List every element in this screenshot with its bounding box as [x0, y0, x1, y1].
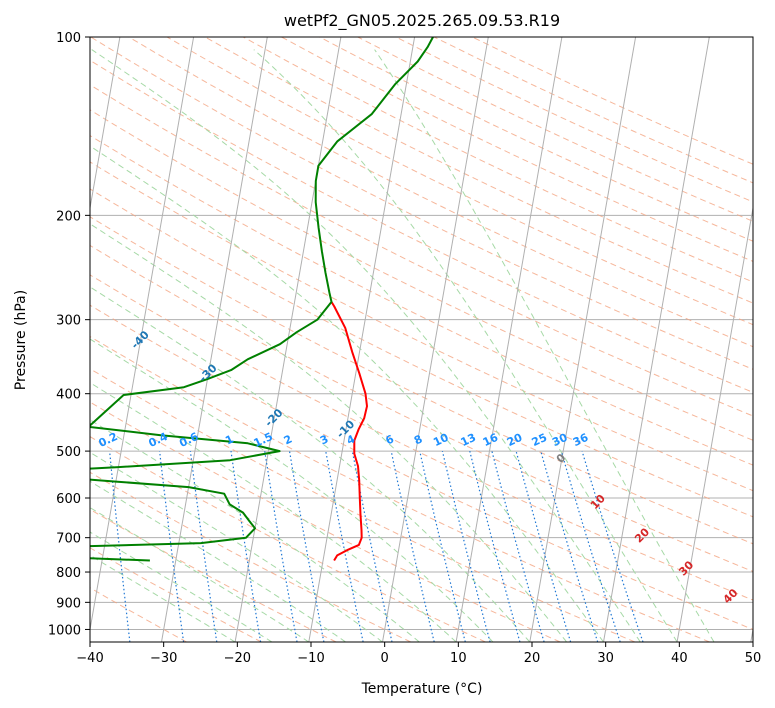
isotherm-line — [90, 37, 195, 633]
y-tick-label: 700 — [56, 532, 81, 547]
mixing-ratio-label: 10 — [431, 431, 451, 449]
x-tick-label: −10 — [297, 651, 324, 666]
x-axis-label: Temperature (°C) — [361, 681, 483, 697]
mixing-ratio-label: 30 — [550, 431, 570, 449]
moist-adiabat-line — [90, 419, 420, 642]
isotherm-line — [750, 626, 753, 642]
x-tick-label: 20 — [524, 651, 541, 666]
moist-adiabat-line — [90, 223, 567, 642]
mixing-ratio-line — [469, 450, 521, 642]
y-tick-label: 1000 — [48, 623, 81, 638]
moist-adiabat-line — [253, 49, 678, 642]
dry-adiabat-line — [90, 134, 753, 466]
mixing-ratio-label: 20 — [505, 431, 525, 449]
dry-adiabat-line — [90, 59, 753, 393]
moist-adiabat-line — [91, 49, 641, 642]
dry-adiabat-line — [90, 401, 561, 642]
y-tick-label: 200 — [56, 209, 81, 224]
x-tick-label: −40 — [76, 651, 103, 666]
mixing-ratio-label: 36 — [571, 431, 591, 449]
isotherm-line — [90, 37, 121, 211]
temperature-profile — [330, 301, 368, 562]
dry-adiabat-line — [204, 37, 753, 304]
mixing-ratio-line — [560, 450, 621, 642]
mixing-ratio-line — [325, 450, 364, 642]
dry-adiabat-line — [90, 508, 337, 642]
y-tick-label: 100 — [56, 31, 81, 46]
dry-adiabat-line — [166, 37, 753, 326]
y-tick-label: 400 — [56, 388, 81, 403]
mixing-ratio-line — [189, 451, 218, 642]
x-tick-label: 40 — [671, 651, 688, 666]
chart-title: wetPf2_GN05.2025.265.09.53.R19 — [284, 11, 560, 31]
dry-adiabat-line — [90, 304, 753, 630]
y-tick-label: 600 — [56, 492, 81, 507]
x-tick-label: 0 — [381, 651, 389, 666]
y-axis-label: Pressure (hPa) — [13, 290, 29, 390]
series-lines — [90, 37, 434, 562]
mixing-ratio-lines — [109, 450, 644, 642]
y-tick-label: 800 — [56, 566, 81, 581]
mixing-ratio-line — [109, 451, 131, 642]
mixing-ratio-line — [419, 450, 466, 642]
x-tick-label: 50 — [745, 651, 762, 666]
y-axis: 100 200 300 400 500 600 700 800 900 1000 — [48, 31, 90, 638]
mixing-ratio-line — [540, 450, 599, 642]
isotherm-label: -60 — [0, 233, 21, 256]
x-tick-label: 30 — [597, 651, 614, 666]
mixing-ratio-label: 16 — [481, 431, 501, 449]
mixing-ratio-line — [159, 451, 185, 642]
isotherm-line — [676, 205, 753, 642]
dewpoint-profile — [90, 37, 434, 562]
y-tick-label: 900 — [56, 596, 81, 611]
x-tick-label: −30 — [150, 651, 177, 666]
dry-adiabat-line — [90, 37, 753, 370]
isotherm-line — [161, 37, 268, 642]
dry-adiabat-line — [90, 161, 753, 492]
plot-frame — [89, 36, 754, 643]
plot-background — [90, 37, 753, 642]
y-tick-label: 500 — [56, 445, 81, 460]
dry-adiabat-line — [90, 216, 753, 545]
mixing-ratio-label: 25 — [530, 431, 549, 449]
moist-adiabat-line — [90, 382, 457, 642]
dry-adiabat-line — [90, 188, 753, 518]
mixing-ratio-line — [581, 450, 644, 642]
mixing-ratio-line — [441, 450, 491, 642]
isotherm-line — [603, 37, 710, 642]
moist-adiabat-line — [90, 451, 383, 642]
moist-adiabat-line — [90, 506, 310, 642]
isotherm-line — [308, 37, 416, 642]
moist-adiabat-line — [90, 145, 604, 642]
mixing-ratio-line — [351, 450, 393, 642]
mixing-ratio-line — [515, 450, 572, 642]
y-tick-label: 300 — [56, 314, 81, 329]
isotherm-line — [455, 37, 563, 642]
isotherm-label: -50 — [63, 280, 86, 303]
isotherm-line — [529, 37, 637, 642]
isotherm-line — [382, 37, 489, 642]
x-axis: −40 −30 −20 −10 0 10 20 30 40 50 — [76, 642, 761, 666]
x-tick-label: 10 — [450, 651, 467, 666]
isotherms — [90, 37, 753, 642]
mixing-ratio-line — [390, 450, 435, 642]
mixing-ratio-line — [491, 450, 545, 642]
mixing-ratio-line — [230, 451, 262, 642]
dry-adiabat-line — [90, 368, 636, 642]
mixing-ratio-label: 13 — [459, 431, 478, 449]
x-tick-label: −20 — [224, 651, 251, 666]
